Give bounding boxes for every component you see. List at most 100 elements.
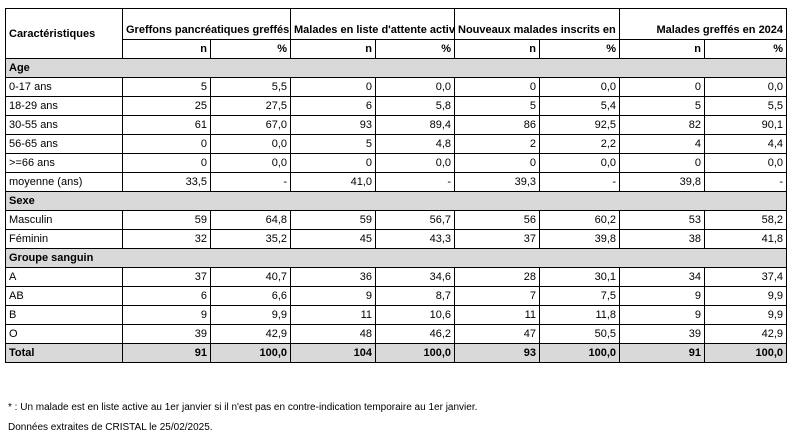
count-cell: 41,0 [290, 172, 377, 192]
percent-cell: 0,0 [704, 153, 788, 173]
percent-cell: 4,8 [375, 134, 456, 154]
header-row: Caractéristiques Greffons pancréatiques … [5, 8, 788, 59]
percent-cell: - [209, 172, 292, 192]
total-count-cell: 104 [290, 343, 377, 363]
count-cell: 0 [290, 77, 377, 97]
total-count-cell: 91 [122, 343, 211, 363]
percent-cell: 39,8 [539, 229, 621, 249]
count-cell: 37 [122, 267, 211, 287]
section-row: Groupe sanguin [4, 248, 788, 268]
count-cell: 11 [290, 305, 377, 325]
subheader-n: n [122, 39, 211, 59]
count-cell: 48 [290, 324, 377, 344]
count-cell: 2 [454, 134, 541, 154]
percent-cell: 5,5 [209, 77, 292, 97]
total-percent-cell: 100,0 [539, 343, 621, 363]
count-cell: 9 [619, 305, 706, 325]
count-cell: 25 [122, 96, 211, 116]
row-label: B [5, 305, 123, 325]
footnote-active-list: * : Un malade est en liste active au 1er… [8, 402, 478, 413]
group-header-new-patients: Nouveaux malades inscrits en 2024 [454, 8, 621, 40]
section-title: Groupe sanguin [4, 248, 788, 268]
total-percent-cell: 100,0 [704, 343, 788, 363]
table-row: 56-65 ans 0 0,0 5 4,8 2 2,2 4 4,4 [5, 134, 788, 154]
percent-cell: 0,0 [375, 77, 456, 97]
percent-cell: 40,7 [209, 267, 292, 287]
count-cell: 39,8 [619, 172, 706, 192]
row-label: AB [5, 286, 123, 306]
row-label: 30-55 ans [5, 115, 123, 135]
percent-cell: 42,9 [209, 324, 292, 344]
count-cell: 59 [122, 210, 211, 230]
count-cell: 0 [619, 77, 706, 97]
count-cell: 34 [619, 267, 706, 287]
count-cell: 37 [454, 229, 541, 249]
count-cell: 53 [619, 210, 706, 230]
total-label: Total [5, 343, 123, 363]
total-count-cell: 93 [454, 343, 541, 363]
count-cell: 0 [122, 153, 211, 173]
percent-cell: 30,1 [539, 267, 621, 287]
footnotes: * : Un malade est en liste active au 1er… [8, 398, 477, 438]
row-label: Masculin [5, 210, 123, 230]
row-label: 18-29 ans [5, 96, 123, 116]
total-row: Total 91 100,0 104 100,0 93 100,0 91 100,0 [5, 343, 788, 363]
percent-cell: 0,0 [539, 153, 621, 173]
count-cell: 9 [619, 286, 706, 306]
count-cell: 5 [454, 96, 541, 116]
section-title: Sexe [4, 191, 788, 211]
group-header-waiting-list: Malades en liste d'attente active* au 1e… [290, 8, 456, 40]
group-header-transplanted: Malades greffés en 2024 [619, 8, 788, 40]
table-row: Masculin 59 64,8 59 56,7 56 60,2 53 58,2 [5, 210, 788, 230]
percent-cell: 8,7 [375, 286, 456, 306]
count-cell: 61 [122, 115, 211, 135]
count-cell: 0 [290, 153, 377, 173]
section-row: Sexe [4, 191, 788, 211]
subheader-pct: % [539, 39, 621, 59]
table-row: 18-29 ans 25 27,5 6 5,8 5 5,4 5 5,5 [5, 96, 788, 116]
percent-cell: 11,8 [539, 305, 621, 325]
count-cell: 0 [619, 153, 706, 173]
count-cell: 9 [122, 305, 211, 325]
percent-cell: 7,5 [539, 286, 621, 306]
row-label: >=66 ans [5, 153, 123, 173]
percent-cell: 10,6 [375, 305, 456, 325]
count-cell: 5 [290, 134, 377, 154]
percent-cell: 4,4 [704, 134, 788, 154]
footnote-data-source: Données extraites de CRISTAL le 25/02/20… [8, 422, 213, 433]
row-label: A [5, 267, 123, 287]
subheader-pct: % [209, 39, 292, 59]
percent-cell: 0,0 [209, 153, 292, 173]
characteristics-header: Caractéristiques [5, 8, 123, 59]
row-label: O [5, 324, 123, 344]
section-title: Age [4, 58, 788, 78]
count-cell: 38 [619, 229, 706, 249]
count-cell: 6 [290, 96, 377, 116]
percent-cell: 92,5 [539, 115, 621, 135]
percent-cell: 50,5 [539, 324, 621, 344]
percent-cell: 41,8 [704, 229, 788, 249]
percent-cell: 0,0 [209, 134, 292, 154]
percent-cell: 2,2 [539, 134, 621, 154]
percent-cell: 5,5 [704, 96, 788, 116]
count-cell: 0 [454, 77, 541, 97]
percent-cell: 60,2 [539, 210, 621, 230]
row-label: 56-65 ans [5, 134, 123, 154]
count-cell: 4 [619, 134, 706, 154]
percent-cell: 5,4 [539, 96, 621, 116]
percent-cell: 9,9 [209, 305, 292, 325]
percent-cell: - [375, 172, 456, 192]
count-cell: 36 [290, 267, 377, 287]
percent-cell: 89,4 [375, 115, 456, 135]
percent-cell: 5,8 [375, 96, 456, 116]
count-cell: 5 [619, 96, 706, 116]
percent-cell: 67,0 [209, 115, 292, 135]
count-cell: 6 [122, 286, 211, 306]
table-row: AB 6 6,6 9 8,7 7 7,5 9 9,9 [5, 286, 788, 306]
percent-cell: 27,5 [209, 96, 292, 116]
percent-cell: - [704, 172, 788, 192]
count-cell: 33,5 [122, 172, 211, 192]
percent-cell: 6,6 [209, 286, 292, 306]
count-cell: 0 [122, 134, 211, 154]
count-cell: 32 [122, 229, 211, 249]
